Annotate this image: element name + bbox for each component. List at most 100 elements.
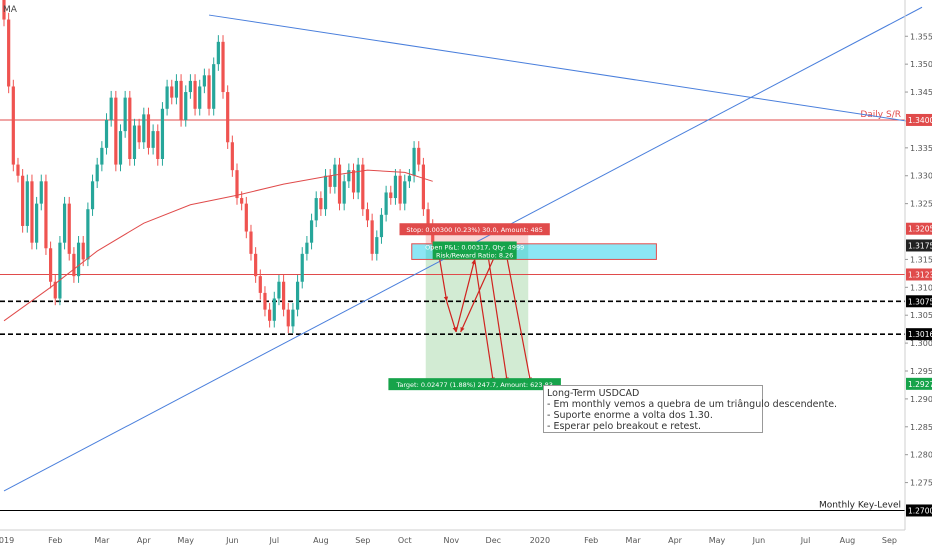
candle-body (35, 203, 39, 243)
price-axis: 1.35500 1.35000 1.34500 1.33500 1.33000 1.325… (904, 0, 932, 530)
candle-body (426, 209, 430, 226)
price-tick-label: 1.30500 (910, 311, 932, 320)
target-zone (425, 245, 529, 384)
candle-body (146, 114, 151, 148)
time-tick-label: Jul (800, 536, 811, 545)
level-tag: 1.30750 (908, 297, 932, 306)
analysis-note: Long-Term USDCAD - Em monthly vemos a qu… (543, 385, 837, 433)
candle-body (216, 41, 220, 65)
price-tick-label: 1.28000 (910, 451, 932, 460)
time-tick-label: Feb (584, 536, 598, 545)
open-pl-label: Open P&L: 0.00317, Qty: 4999 (425, 243, 524, 251)
candle-body (184, 92, 188, 120)
candle-body (188, 80, 192, 93)
candle-body (286, 309, 290, 327)
candle-body (76, 242, 81, 277)
projection-arrow-head (443, 296, 449, 302)
candle-body (240, 198, 244, 204)
level-tag: 1.31233 (908, 270, 932, 279)
candle-body (44, 181, 48, 249)
time-tick-label: Dec (486, 536, 501, 545)
price-tag-bg (906, 239, 932, 252)
price-tick-label: 1.31000 (910, 283, 932, 292)
time-tick-label: 2020 (530, 536, 550, 545)
price-tag: 1.31750 (908, 241, 932, 250)
candle-body (193, 80, 197, 109)
price-tick-label: 1.31500 (910, 255, 932, 264)
time-tick-label: Jul (268, 536, 279, 545)
time-tick-label: Mar (94, 536, 110, 545)
candle-body (53, 281, 57, 299)
price-tick-label: 1.30000 (910, 339, 932, 348)
candle-body (72, 253, 76, 277)
candle-body (309, 220, 314, 243)
candle-body (25, 181, 29, 226)
candle-body (314, 198, 318, 221)
level-tag: 1.34000 (908, 116, 932, 125)
candle-body (67, 203, 71, 254)
moving-average-line (3, 169, 433, 322)
time-tick-label: Sep (882, 536, 897, 545)
candle-body (375, 237, 379, 254)
price-tick-label: 1.29500 (910, 367, 932, 376)
candle-body (7, 19, 11, 87)
candle-body (226, 92, 230, 143)
time-tick-label: Nov (444, 536, 460, 545)
candle-body (347, 170, 351, 182)
projection-arrow (446, 301, 457, 333)
candle-body (21, 175, 25, 226)
time-tick-label: Aug (840, 536, 856, 545)
time-tick-label: Feb (48, 536, 62, 545)
time-tick-label: Aug (313, 536, 329, 545)
target-label-bg (388, 378, 561, 391)
projection-arrow (460, 259, 494, 333)
candle-body (114, 97, 118, 165)
price-tick-label: 1.33500 (910, 144, 932, 153)
candle-body (128, 97, 132, 159)
candle-body (230, 142, 234, 171)
time-tick-label: Jun (752, 536, 766, 545)
candle-body (244, 203, 248, 232)
price-tick-label: 1.35000 (910, 60, 932, 69)
candle-body (174, 80, 179, 98)
time-tick-label: Jun (225, 536, 239, 545)
level-label: Daily S/R (860, 110, 901, 120)
price-tag-bg (906, 377, 932, 390)
ratio-label: Risk/Reward Ratio: 8.26 (436, 251, 513, 259)
candle-body (254, 253, 258, 277)
time-tick-label: 2019 (0, 536, 14, 545)
candle-body (268, 309, 272, 321)
candle-body (202, 75, 206, 87)
time-axis: 2019 Feb Mar Apr May Jun Jul Aug Sep Oct Nov Dec 202… (0, 529, 905, 545)
candle-body (407, 175, 412, 182)
price-tag: 1.29273 (908, 380, 932, 389)
candle-body (104, 119, 109, 148)
candle-body (109, 97, 113, 120)
candle-body (207, 75, 211, 109)
candle-body (379, 214, 384, 238)
candle-body (86, 209, 90, 260)
level-tag-bg (906, 268, 932, 281)
candle-body (389, 192, 393, 199)
candle-body (323, 175, 328, 210)
trendline-descending (208, 14, 932, 126)
candle-body (291, 309, 295, 327)
projection-arrow-head (460, 326, 465, 332)
candle-body (118, 131, 123, 165)
price-tick-label: 1.34500 (910, 88, 932, 97)
note-line-3: - Esperar pelo breakout e retest. (547, 421, 702, 432)
candle-body (421, 164, 425, 210)
projection-arrow (455, 259, 476, 333)
candle-body (351, 170, 356, 193)
candle-body (300, 253, 304, 282)
level-tag: 1.30162 (908, 330, 932, 339)
candle-body (62, 203, 67, 243)
candle-body (100, 147, 104, 165)
candle-body (333, 164, 337, 187)
candle-body (179, 80, 183, 120)
candle-body (258, 276, 262, 293)
time-tick-label: Sep (355, 536, 370, 545)
candle-body (137, 125, 141, 143)
candle-body (263, 292, 267, 310)
